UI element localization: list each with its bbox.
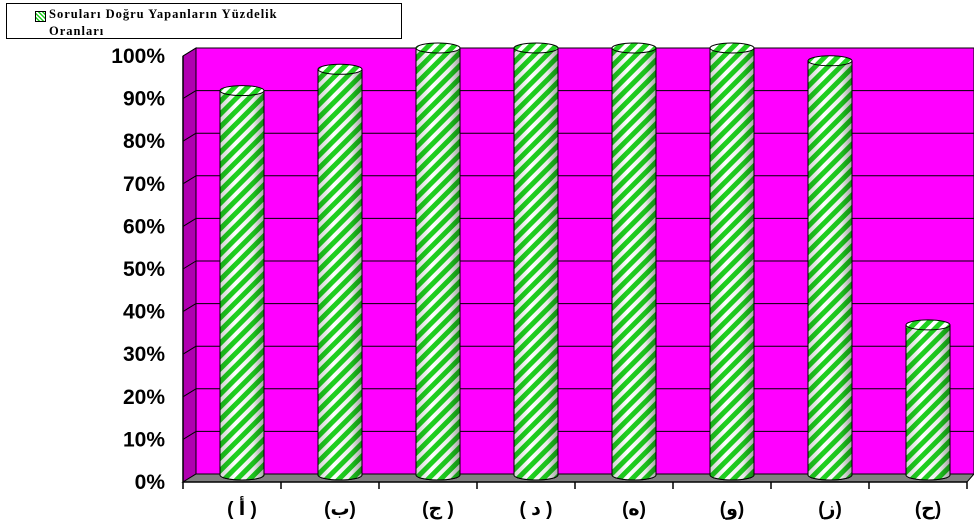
bar-top: [415, 42, 461, 54]
legend-label-line1: Soruları Doğru Yapanların Yüzdelik: [49, 7, 278, 21]
x-tick-label: (ه): [622, 499, 646, 520]
bar-top: [611, 42, 657, 54]
bar-shading: [808, 60, 852, 480]
plot-floor: [181, 473, 974, 483]
x-tick-label: (و): [720, 499, 744, 520]
gridline-side: [182, 430, 197, 440]
bar: [317, 63, 363, 481]
y-tick-label: 20%: [123, 386, 165, 409]
bar: [905, 319, 951, 481]
x-tick-label: (ح): [915, 499, 941, 520]
gridline-side: [182, 260, 197, 270]
bar-top: [317, 63, 363, 75]
bar: [611, 42, 657, 481]
x-tick-label: (ز): [818, 499, 842, 520]
bar-shading: [220, 90, 264, 480]
y-tick-label: 90%: [123, 88, 165, 111]
x-tick-label: ( أ ): [227, 496, 257, 520]
y-tick-label: 70%: [123, 173, 165, 196]
gridline-side: [182, 345, 197, 355]
gridline-side: [182, 90, 197, 100]
x-tick-label: ( د ): [520, 499, 553, 520]
y-tick-label: 40%: [123, 301, 165, 324]
legend: Soruları Doğru Yapanların Yüzdelik Oranl…: [6, 3, 402, 39]
bar: [709, 42, 755, 481]
legend-swatch: [35, 11, 46, 22]
y-tick-label: 80%: [123, 130, 165, 153]
bar-top: [905, 319, 951, 331]
bar-top: [709, 42, 755, 54]
gridline-side: [182, 47, 197, 57]
gridline-side: [182, 217, 197, 227]
x-tick-label: (ب): [324, 499, 356, 520]
y-tick-label: 10%: [123, 428, 165, 451]
legend-label-line2: Oranları: [49, 24, 105, 38]
bar-top: [513, 42, 559, 54]
bar: [219, 85, 265, 481]
y-tick-label: 50%: [123, 258, 165, 281]
bar-shading: [514, 48, 558, 480]
y-tick-label: 0%: [135, 471, 166, 494]
x-tick-label: (ج ): [422, 499, 454, 520]
bar-shading: [710, 48, 754, 480]
bar-top: [807, 55, 853, 67]
y-tick-label: 30%: [123, 343, 165, 366]
gridline-side: [182, 132, 197, 142]
y-tick-label: 60%: [123, 215, 165, 238]
bar-shading: [318, 69, 362, 481]
bar: [415, 42, 461, 481]
bar: [513, 42, 559, 481]
gridline-side: [182, 175, 197, 185]
y-tick-label: 100%: [111, 45, 165, 68]
gridline-side: [182, 388, 197, 398]
bar-shading: [612, 48, 656, 480]
bar-top: [219, 85, 265, 97]
bar-shading: [416, 48, 460, 480]
gridline-side: [182, 303, 197, 313]
bar-shading: [906, 324, 950, 480]
bar: [807, 55, 853, 481]
